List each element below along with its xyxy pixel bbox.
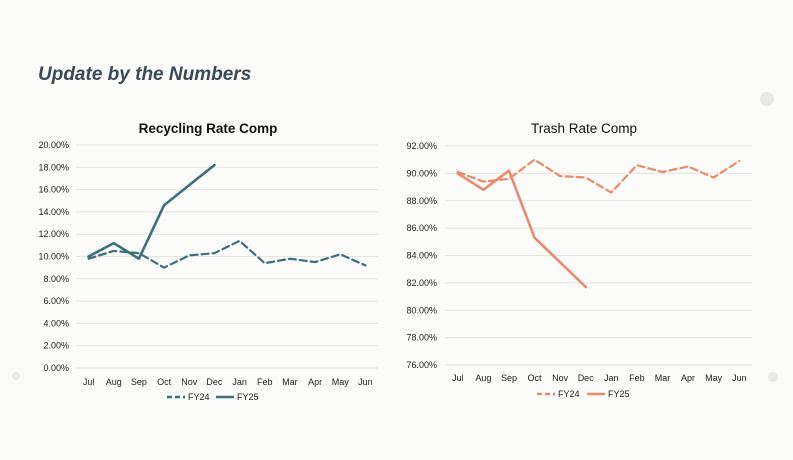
trash-x-tick-label: Sep xyxy=(501,373,517,383)
trash-chart: Trash Rate Comp 76.00% 78.00% 80.00% 82.00%… xyxy=(406,121,752,399)
trash-y-tick-label: 86.00% xyxy=(406,223,437,233)
trash-x-axis: Jul Aug Sep Oct Nov Dec Jan Feb Mar Apr May Jun xyxy=(452,373,746,383)
recycling-y-tick-label: 18.00% xyxy=(38,162,69,172)
recycling-y-tick-label: 6.00% xyxy=(43,296,69,306)
trash-y-tick-label: 92.00% xyxy=(406,141,437,151)
page-heading: Update by the Numbers xyxy=(38,64,252,85)
recycling-x-tick-label: Dec xyxy=(206,377,223,387)
recycling-chart: Recycling Rate Comp 0.00% 2.00% 4.00% 6.00%… xyxy=(38,121,378,402)
trash-y-tick-label: 80.00% xyxy=(406,305,437,315)
trash-legend: FY24 FY25 xyxy=(537,389,630,399)
recycling-x-tick-label: Sep xyxy=(131,377,147,387)
recycling-series-fy25 xyxy=(87,163,216,261)
recycling-y-tick-label: 20.00% xyxy=(38,140,69,150)
trash-y-tick-label: 88.00% xyxy=(406,196,437,206)
trash-x-tick-label: May xyxy=(705,373,723,383)
trash-chart-title: Trash Rate Comp xyxy=(531,121,637,136)
recycling-series xyxy=(87,163,367,269)
trash-series xyxy=(456,158,741,289)
recycling-x-tick-label: Feb xyxy=(257,377,273,387)
recycling-legend-label-fy25: FY25 xyxy=(237,392,259,402)
trash-series-fy24 xyxy=(456,158,741,194)
recycling-y-tick-label: 2.00% xyxy=(43,341,69,351)
trash-y-tick-label: 90.00% xyxy=(406,168,437,178)
recycling-x-tick-label: Nov xyxy=(181,377,198,387)
recycling-legend-label-fy24: FY24 xyxy=(188,392,210,402)
trash-legend-label-fy24: FY24 xyxy=(558,389,580,399)
recycling-x-tick-label: May xyxy=(332,377,350,387)
trash-x-tick-label: Nov xyxy=(552,373,569,383)
recycling-x-tick-label: Jan xyxy=(232,377,247,387)
recycling-x-tick-label: Jun xyxy=(358,377,373,387)
trash-y-tick-label: 82.00% xyxy=(406,278,437,288)
trash-x-tick-label: Mar xyxy=(655,373,671,383)
background-texture xyxy=(768,372,778,382)
trash-gridlines xyxy=(445,145,752,366)
recycling-y-tick-label: 14.00% xyxy=(38,207,69,217)
recycling-y-tick-label: 10.00% xyxy=(38,252,69,262)
recycling-x-tick-label: Aug xyxy=(106,377,122,387)
trash-y-tick-label: 78.00% xyxy=(406,333,437,343)
background-texture xyxy=(760,92,774,106)
recycling-chart-title: Recycling Rate Comp xyxy=(139,121,278,136)
recycling-y-tick-label: 0.00% xyxy=(43,363,69,373)
recycling-gridlines xyxy=(76,144,378,369)
trash-x-tick-label: Jan xyxy=(604,373,619,383)
recycling-y-tick-label: 12.00% xyxy=(38,229,69,239)
trash-x-tick-label: Aug xyxy=(475,373,491,383)
trash-x-tick-label: Dec xyxy=(578,373,595,383)
recycling-y-tick-label: 8.00% xyxy=(43,274,69,284)
trash-legend-label-fy25: FY25 xyxy=(608,389,630,399)
recycling-x-tick-label: Jul xyxy=(83,377,95,387)
recycling-x-tick-label: Mar xyxy=(282,377,298,387)
recycling-x-axis: Jul Aug Sep Oct Nov Dec Jan Feb Mar Apr May Jun xyxy=(83,377,373,387)
recycling-x-tick-label: Apr xyxy=(308,377,322,387)
recycling-y-tick-label: 4.00% xyxy=(43,318,69,328)
recycling-series-fy24 xyxy=(87,239,367,269)
trash-x-tick-label: Jul xyxy=(452,373,464,383)
trash-x-tick-label: Oct xyxy=(528,373,543,383)
trash-x-tick-label: Feb xyxy=(629,373,645,383)
trash-y-tick-label: 76.00% xyxy=(406,360,437,370)
trash-y-tick-label: 84.00% xyxy=(406,251,437,261)
trash-series-fy25 xyxy=(456,169,588,289)
trash-y-axis: 76.00% 78.00% 80.00% 82.00% 84.00% 86.00% 88.0… xyxy=(406,141,437,370)
recycling-x-tick-label: Oct xyxy=(157,377,172,387)
trash-x-tick-label: Apr xyxy=(681,373,695,383)
recycling-y-tick-label: 16.00% xyxy=(38,185,69,195)
background-texture xyxy=(12,372,20,380)
recycling-legend: FY24 FY25 xyxy=(167,392,259,402)
recycling-y-axis: 0.00% 2.00% 4.00% 6.00% 8.00% 10.00% 12.00% 14.… xyxy=(38,140,69,373)
trash-x-tick-label: Jun xyxy=(732,373,747,383)
